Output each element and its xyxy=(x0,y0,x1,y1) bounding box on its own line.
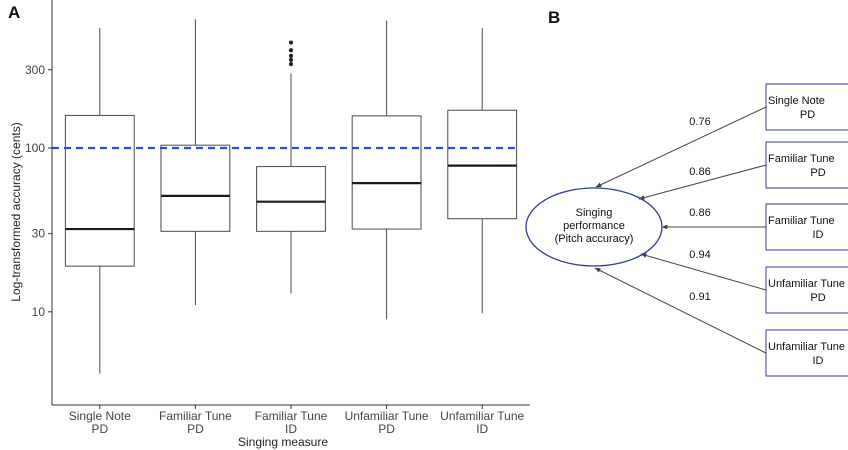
loading-arrow xyxy=(638,164,767,200)
indicator-label-line2: PD xyxy=(800,109,815,121)
indicator-box xyxy=(765,203,848,251)
indicator-box xyxy=(765,83,848,131)
indicator-3: Familiar Tune ID 0.86 xyxy=(661,203,848,251)
loading-value: 0.94 xyxy=(689,249,710,261)
plot-area xyxy=(52,19,518,374)
indicator-label-line1: Unfamiliar Tune xyxy=(768,341,845,353)
box-5 xyxy=(447,27,518,314)
x-tick-label-line1: Unfamiliar Tune xyxy=(345,409,429,423)
x-tick-label-line1: Unfamiliar Tune xyxy=(440,409,524,423)
outlier-point xyxy=(288,48,294,53)
indicator-box xyxy=(765,141,848,189)
latent-label-line3: (Pitch accuracy) xyxy=(555,233,634,245)
loading-arrow xyxy=(595,106,767,188)
loading-value: 0.86 xyxy=(689,166,710,178)
indicator-label-line1: Single Note xyxy=(768,95,825,107)
indicator-label-line2: PD xyxy=(810,292,825,304)
indicator-box xyxy=(765,266,848,314)
indicator-4: Unfamiliar Tune PD 0.94 xyxy=(640,249,848,314)
interquartile-box xyxy=(447,109,518,220)
latent-label-line2: performance xyxy=(563,220,625,232)
y-axis-ticks: 10 30 100 300 xyxy=(25,63,52,319)
box-2 xyxy=(160,19,231,306)
outlier-point xyxy=(288,62,294,67)
loading-value: 0.86 xyxy=(689,207,710,219)
x-tick-label-line2: PD xyxy=(91,422,108,436)
loading-arrow xyxy=(640,253,767,291)
indicator-2: Familiar Tune PD 0.86 xyxy=(638,141,848,200)
x-tick-label-line2: ID xyxy=(476,422,488,436)
outlier-point xyxy=(288,57,294,62)
latent-label-line1: Singing xyxy=(576,207,613,219)
loading-arrow xyxy=(594,267,767,354)
panel-a-label: A xyxy=(8,3,20,22)
loading-value: 0.76 xyxy=(689,116,710,128)
interquartile-box xyxy=(256,166,326,232)
outlier-point xyxy=(288,40,294,45)
interquartile-box xyxy=(64,114,135,267)
x-tick-label-line1: Familiar Tune xyxy=(255,409,328,423)
x-tick-label-line2: PD xyxy=(187,422,204,436)
box-3 xyxy=(256,40,326,294)
box-1 xyxy=(64,27,135,374)
interquartile-box xyxy=(351,115,422,230)
x-tick-label-line1: Single Note xyxy=(69,409,131,423)
x-tick-label-line2: ID xyxy=(285,422,297,436)
box-4 xyxy=(351,20,422,320)
loading-value: 0.91 xyxy=(689,291,710,303)
indicator-5: Unfamiliar Tune ID 0.91 xyxy=(594,267,848,377)
indicator-label-line1: Familiar Tune xyxy=(768,153,835,165)
y-tick-label: 10 xyxy=(32,305,46,319)
indicator-label-line2: ID xyxy=(813,355,824,367)
indicator-label-line1: Familiar Tune xyxy=(768,215,835,227)
indicator-box xyxy=(765,329,848,377)
panel-b-label: B xyxy=(548,8,560,27)
y-tick-label: 30 xyxy=(32,227,46,241)
outlier-point xyxy=(288,53,294,58)
indicator-label-line2: ID xyxy=(813,229,824,241)
indicator-1: Single Note PD 0.76 xyxy=(595,83,848,188)
y-tick-label: 300 xyxy=(25,63,45,77)
y-axis-title: Log-transformed accuracy (cents) xyxy=(9,122,23,301)
x-axis-title: Singing measure xyxy=(238,435,328,449)
interquartile-box xyxy=(160,144,231,232)
y-tick-label: 100 xyxy=(25,141,45,155)
x-tick-label-line2: PD xyxy=(378,422,395,436)
indicator-label-line1: Unfamiliar Tune xyxy=(768,278,845,290)
x-tick-label-line1: Familiar Tune xyxy=(159,409,232,423)
indicator-label-line2: PD xyxy=(810,167,825,179)
